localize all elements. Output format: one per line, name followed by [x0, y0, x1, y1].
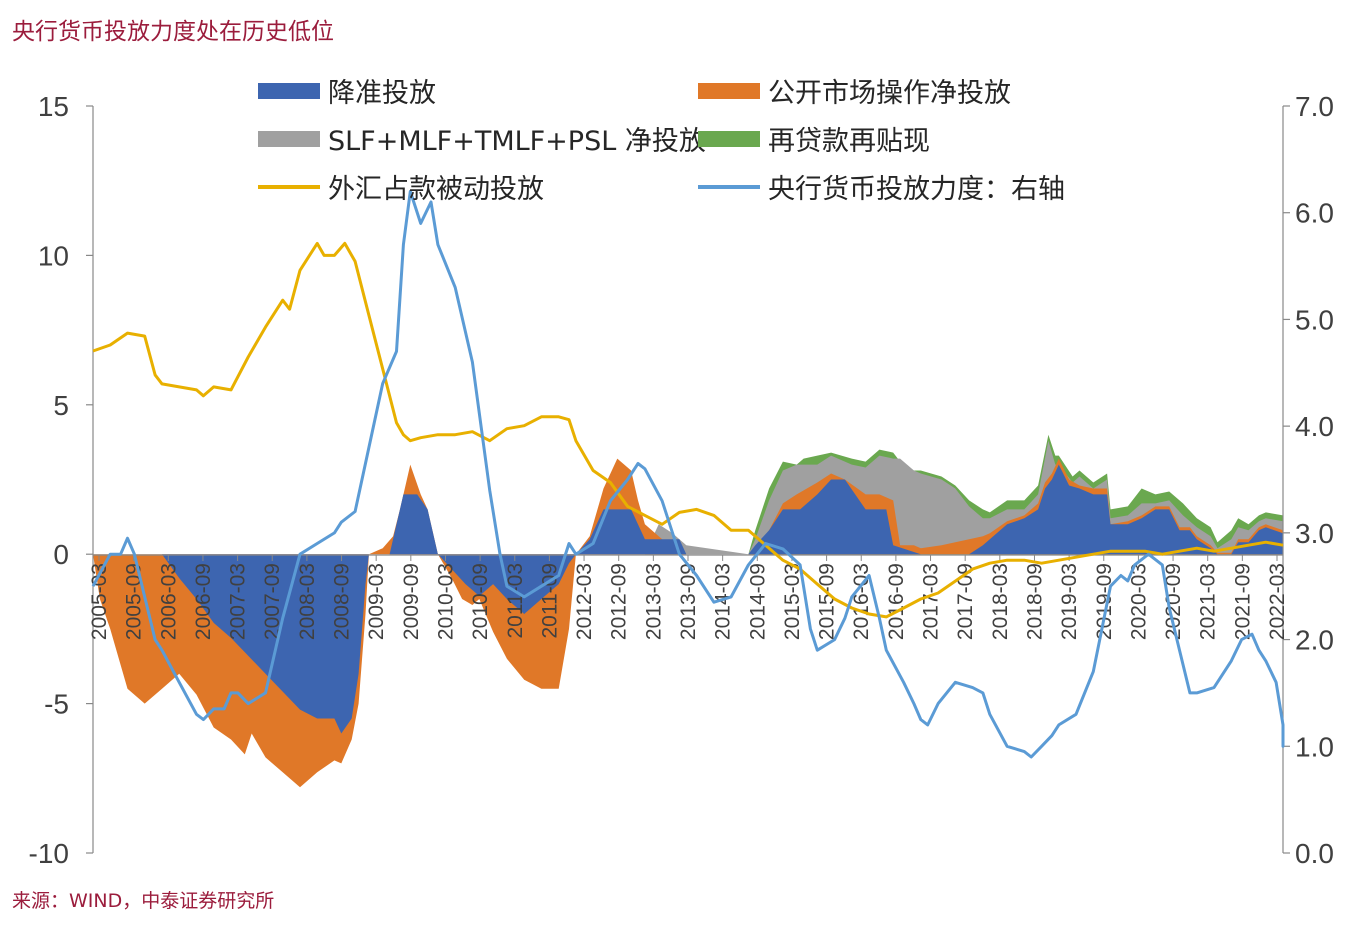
legend-swatch-omo [698, 83, 760, 99]
left-tick-label: 10 [38, 240, 69, 271]
left-tick-label: -5 [44, 689, 69, 720]
x-tick-label: 2018-09 [1024, 563, 1047, 640]
x-tick-label: 2013-09 [677, 563, 700, 640]
x-tick-label: 2012-03 [573, 563, 596, 640]
x-tick-label: 2012-09 [608, 563, 631, 640]
left-tick-label: 5 [53, 390, 69, 421]
x-tick-label: 2015-03 [781, 563, 804, 640]
page-title: 央行货币投放力度处在历史低位 [12, 19, 334, 45]
right-tick-label: 4.0 [1295, 411, 1334, 442]
right-tick-label: 6.0 [1295, 198, 1334, 229]
x-tick-label: 2007-03 [227, 563, 250, 640]
x-tick-label: 2019-03 [1058, 563, 1081, 640]
x-tick-label: 2010-09 [469, 563, 492, 640]
legend-swatch-slf [258, 131, 320, 147]
legend-swatch-rrr [258, 83, 320, 99]
x-tick-label: 2008-03 [296, 563, 319, 640]
x-tick-label: 2011-09 [538, 563, 561, 639]
x-tick-label: 2007-09 [261, 563, 284, 640]
x-tick-label: 2022-03 [1266, 563, 1289, 640]
x-tick-label: 2020-09 [1162, 563, 1185, 640]
x-tick-label: 2015-09 [816, 563, 839, 640]
right-tick-label: 1.0 [1295, 731, 1334, 762]
x-tick-label: 2006-09 [192, 563, 215, 640]
right-tick-label: 0.0 [1295, 838, 1334, 869]
left-tick-label: -10 [29, 838, 69, 869]
x-tick-label: 2017-03 [920, 563, 943, 640]
x-tick-label: 2009-09 [400, 563, 423, 640]
x-tick-label: 2010-03 [435, 563, 458, 640]
series-line-fx [92, 241, 1284, 619]
legend-label-rrr: 降准投放 [328, 78, 436, 109]
x-tick-label: 2008-09 [331, 563, 354, 640]
x-tick-label: 2014-03 [712, 563, 735, 640]
x-tick-label: 2018-03 [989, 563, 1012, 640]
right-tick-label: 7.0 [1295, 91, 1334, 122]
x-tick-label: 2017-09 [954, 563, 977, 640]
series-area-omo [93, 458, 1283, 788]
x-tick-label: 2019-09 [1093, 563, 1116, 640]
x-tick-label: 2021-09 [1231, 563, 1254, 640]
x-tick-label: 2006-03 [157, 563, 180, 640]
x-tick-label: 2020-03 [1127, 563, 1150, 640]
x-tick-label: 2009-03 [365, 563, 388, 640]
source-note: 来源：WIND，中泰证券研究所 [12, 890, 275, 912]
x-tick-label: 2013-03 [642, 563, 665, 640]
series-area-rrr [93, 464, 1283, 734]
series-line-strength [91, 189, 1285, 759]
left-tick-label: 15 [38, 91, 69, 122]
legend-label-omo: 公开市场操作净投放 [768, 78, 1011, 109]
legend-label-fx: 外汇占款被动投放 [328, 174, 544, 205]
right-tick-label: 2.0 [1295, 625, 1334, 656]
right-tick-label: 3.0 [1295, 518, 1334, 549]
x-tick-label: 2014-09 [746, 563, 769, 640]
left-tick-label: 0 [53, 539, 69, 570]
x-tick-label: 2016-03 [850, 563, 873, 640]
x-tick-label: 2016-09 [885, 563, 908, 640]
legend-swatch-relending [698, 131, 760, 147]
x-tick-label: 2011-03 [504, 563, 527, 639]
x-tick-label: 2005-09 [123, 563, 146, 640]
right-tick-label: 5.0 [1295, 304, 1334, 335]
legend-label-relending: 再贷款再贴现 [768, 126, 930, 157]
legend-label-strength: 央行货币投放力度：右轴 [768, 174, 1065, 205]
x-tick-label: 2021-03 [1197, 563, 1220, 640]
legend-label-slf: SLF+MLF+TMLF+PSL 净投放 [328, 126, 706, 157]
